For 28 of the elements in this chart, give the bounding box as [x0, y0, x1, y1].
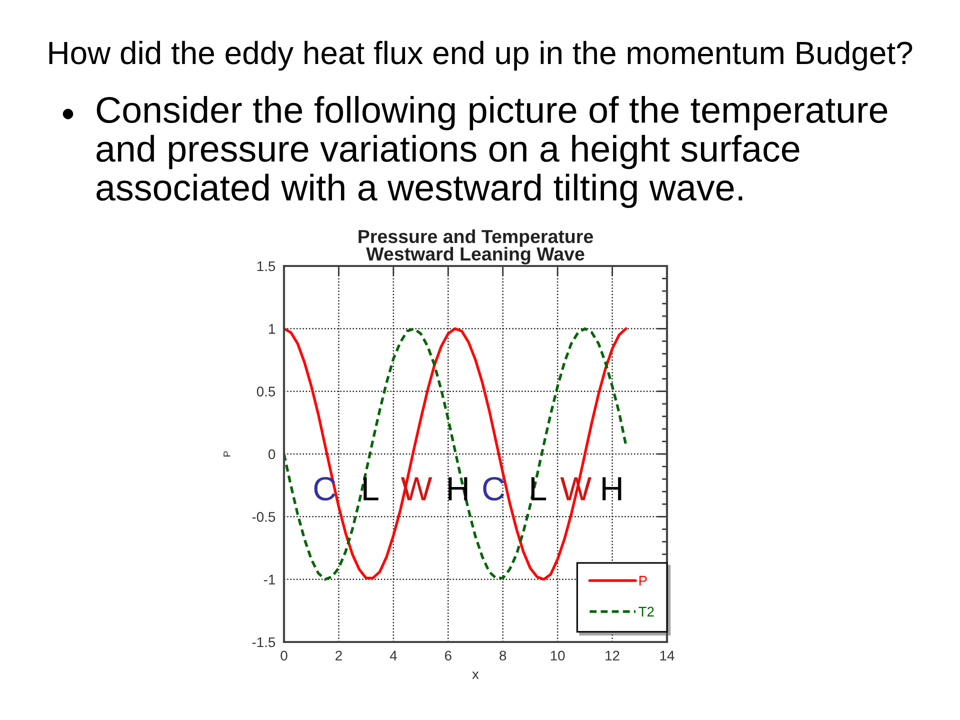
annotation: L	[364, 477, 378, 500]
y-tick-label: -1	[264, 574, 275, 584]
annotation: H	[602, 477, 622, 500]
chart-title: Pressure and Temperature Westward Leaning Wave	[358, 229, 593, 264]
y-tick-label: -1.5	[252, 637, 276, 648]
x-tick-label: 14	[660, 650, 674, 660]
y-tick-label: 1	[269, 324, 275, 334]
y-tick-label: -0.5	[252, 512, 276, 522]
x-tick-label: 0	[280, 650, 288, 661]
text: How did the eddy heat flux end up in the momentum Budget?	[49, 40, 912, 71]
legend-label: P	[639, 576, 647, 586]
x-tick-label: 12	[606, 650, 620, 660]
x-tick-label: 6	[444, 650, 452, 661]
annotation: C	[483, 476, 504, 501]
x-tick-label: 4	[390, 650, 397, 660]
y-tick-label: 0	[268, 449, 276, 460]
x-tick-label: 8	[500, 650, 506, 661]
y-axis-title: P	[224, 451, 230, 456]
x-tick-label: 2	[336, 650, 342, 660]
line-series	[284, 327, 628, 581]
annotation: L	[531, 477, 546, 500]
legend-label: T2	[638, 606, 654, 616]
text: Consider the following picture of the temperature and pressure variations on a height surface associated with a westward tilting wave.	[96, 96, 888, 208]
y-tick-label: 1.5	[257, 261, 276, 272]
annotation: H	[448, 477, 468, 500]
x-tick-label: 10	[550, 650, 565, 661]
x-axis-title: x	[472, 672, 479, 679]
y-tick-label: 0.5	[256, 386, 276, 397]
